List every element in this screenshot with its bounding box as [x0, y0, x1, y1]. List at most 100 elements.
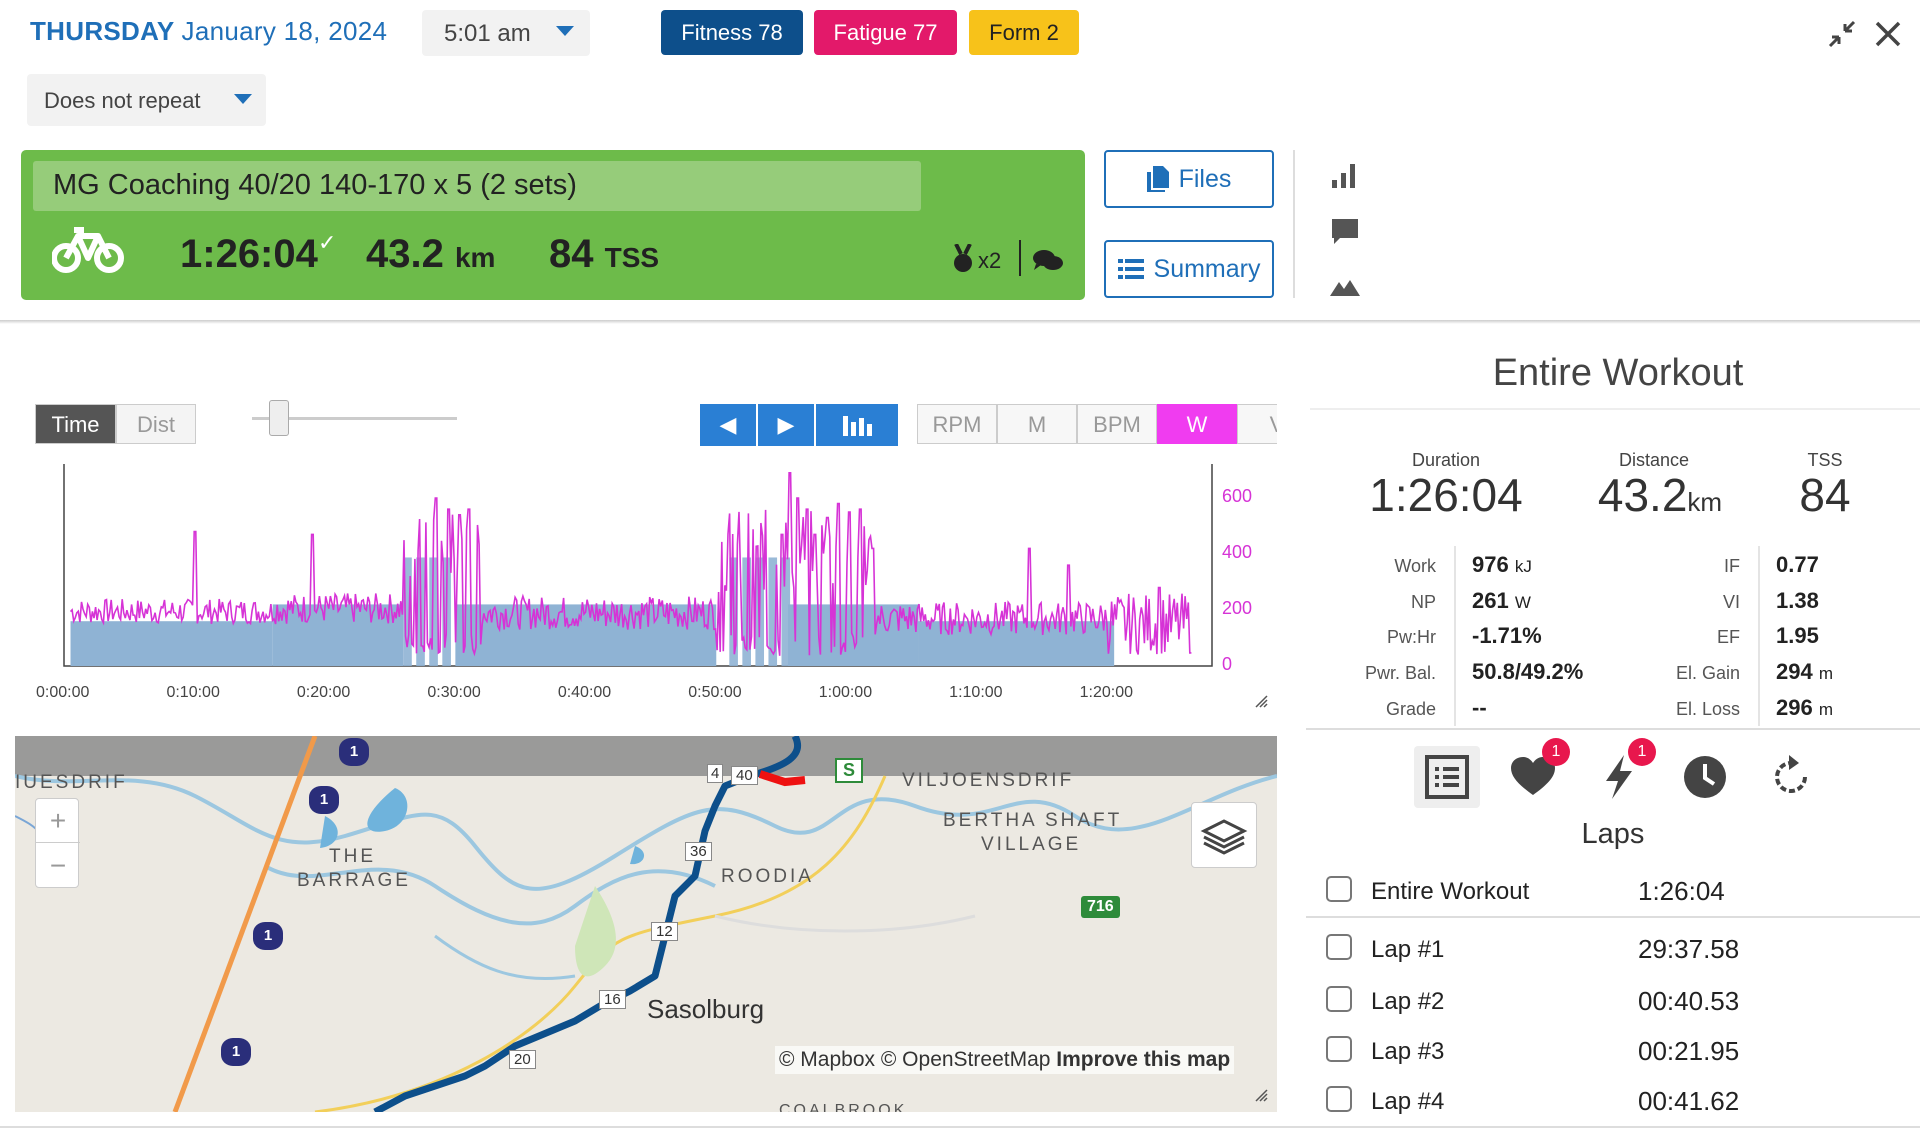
channel-m[interactable]: M: [997, 404, 1077, 444]
workout-title[interactable]: MG Coaching 40/20 140-170 x 5 (2 sets): [33, 161, 921, 211]
metric-unit: m: [1818, 664, 1834, 683]
time-button[interactable]: [1672, 746, 1738, 808]
repeat-value: Does not repeat: [44, 88, 201, 113]
lap-name: Lap #2: [1371, 988, 1445, 1015]
metric-number: 294: [1776, 659, 1813, 684]
lap-checkbox[interactable]: [1326, 876, 1352, 902]
dist-toggle[interactable]: Dist: [116, 404, 196, 444]
lap-row[interactable]: Lap #4 00:41.62: [1326, 1080, 1920, 1128]
metric-value: 0.77: [1776, 552, 1819, 578]
metrics-divider-right: [1758, 546, 1760, 726]
x-tick-label: 0:00:00: [36, 684, 90, 701]
laps-divider: [1306, 916, 1920, 918]
comment-icon[interactable]: [1330, 216, 1360, 246]
channel-rpm[interactable]: RPM: [917, 404, 997, 444]
metric-label: El. Gain: [1675, 663, 1740, 683]
divider: [1019, 240, 1021, 276]
duration-label: Duration: [1411, 450, 1481, 470]
slider-handle[interactable]: [269, 400, 289, 436]
clock-icon: [1684, 756, 1726, 798]
mountain-icon[interactable]: [1330, 274, 1360, 298]
y-tick-label: 200: [1222, 598, 1253, 618]
refresh-button[interactable]: [1758, 746, 1824, 808]
files-button[interactable]: Files: [1104, 150, 1274, 208]
map-zoom-controls: + −: [35, 798, 80, 888]
lap-name: Lap #3: [1371, 1038, 1445, 1065]
channel-bpm[interactable]: BPM: [1077, 404, 1157, 444]
next-button[interactable]: ▶: [758, 404, 814, 446]
metric-label: EF: [1716, 627, 1740, 647]
planned-interval-bar: [429, 557, 438, 666]
map-canvas: [15, 736, 1277, 1112]
lap-name: Lap #4: [1371, 1088, 1445, 1115]
map-layers-button[interactable]: [1191, 802, 1257, 868]
duration-value: 1:26:04: [1369, 469, 1523, 521]
attribution-mapbox[interactable]: © Mapbox: [779, 1048, 876, 1071]
route-marker-4: 4: [707, 764, 724, 783]
heart-badge: 1: [1542, 738, 1570, 766]
check-icon: ✓: [318, 230, 337, 255]
form-badge: Form 2: [969, 10, 1079, 55]
channel-w[interactable]: W: [1157, 404, 1237, 444]
lap-checkbox[interactable]: [1326, 934, 1352, 960]
power-series-line: [69, 472, 1192, 657]
lap-row[interactable]: Lap #2 00:40.53: [1326, 980, 1920, 1028]
zoom-out-button[interactable]: −: [49, 850, 67, 881]
lap-row[interactable]: Lap #1 29:37.58: [1326, 928, 1920, 976]
metric-value: 976 kJ: [1472, 552, 1532, 578]
lap-checkbox[interactable]: [1326, 986, 1352, 1012]
summary-button[interactable]: Summary: [1104, 240, 1274, 298]
workout-distance: 43.2 km: [366, 232, 495, 277]
bar-chart-icon[interactable]: [1330, 160, 1360, 190]
summary-title: Entire Workout: [1492, 352, 1744, 394]
metric-label: VI: [1722, 592, 1740, 612]
distance-label: Distance: [1618, 450, 1690, 470]
metric-number: -1.71%: [1472, 623, 1542, 648]
lap-checkbox[interactable]: [1326, 1086, 1352, 1112]
metric-label: Work: [1394, 556, 1436, 576]
metric-label: Grade: [1385, 699, 1436, 719]
planned-interval-bar: [781, 557, 791, 666]
summary-distance: 43.2: [1597, 469, 1688, 521]
lap-row[interactable]: Lap #3 00:21.95: [1326, 1030, 1920, 1078]
metric-label: El. Loss: [1675, 699, 1740, 719]
power-button[interactable]: 1: [1586, 738, 1656, 808]
lap-time: 1:26:04: [1638, 876, 1725, 906]
repeat-dropdown[interactable]: Does not repeat: [27, 74, 266, 126]
lap-list-button[interactable]: [1414, 746, 1480, 808]
improve-map-link[interactable]: Improve this map: [1056, 1048, 1231, 1071]
lightning-icon: [1606, 755, 1632, 799]
workout-duration: 1:26:04: [180, 232, 318, 276]
attribution-osm[interactable]: © OpenStreetMap: [880, 1048, 1051, 1071]
time-toggle[interactable]: Time: [35, 404, 116, 444]
tss-value: 84: [1799, 469, 1851, 521]
map-resize-handle-icon[interactable]: [1254, 1088, 1268, 1102]
time-dropdown[interactable]: 5:01 am: [422, 10, 590, 56]
metric-label: NP: [1410, 592, 1436, 612]
resize-handle-icon[interactable]: [1254, 694, 1268, 708]
planned-interval-bar: [403, 557, 412, 666]
close-icon[interactable]: [1872, 18, 1904, 50]
x-tick-label: 0:50:00: [688, 684, 742, 701]
heart-rate-button[interactable]: 1: [1500, 738, 1570, 808]
route-marker-20: 20: [509, 1050, 536, 1069]
lap-checkbox[interactable]: [1326, 1036, 1352, 1062]
lap-row[interactable]: Entire Workout 1:26:04: [1326, 870, 1920, 918]
collapse-icon[interactable]: [1826, 18, 1858, 50]
zoom-in-button[interactable]: +: [36, 799, 80, 843]
bars-button[interactable]: [816, 404, 898, 446]
channel-v[interactable]: V: [1237, 404, 1277, 444]
metrics-divider-left: [1454, 546, 1456, 726]
comments-icon[interactable]: [1033, 248, 1063, 274]
route-map[interactable]: VILJOENSDRIF BERTHA SHAFT VILLAGE ROODIA…: [15, 736, 1277, 1112]
power-chart[interactable]: [0, 460, 1280, 720]
route-marker-16: 16: [599, 990, 626, 1009]
prev-button[interactable]: ◀: [700, 404, 756, 446]
metric-value: 50.8/49.2%: [1472, 659, 1583, 685]
weekday: THURSDAY: [30, 16, 174, 46]
planned-interval-bar: [768, 557, 778, 666]
map-label-barrage: BARRAGE: [297, 870, 411, 891]
vertical-divider: [1293, 150, 1295, 298]
route-marker-40: 40: [731, 766, 758, 785]
zoom-slider[interactable]: [252, 398, 457, 440]
